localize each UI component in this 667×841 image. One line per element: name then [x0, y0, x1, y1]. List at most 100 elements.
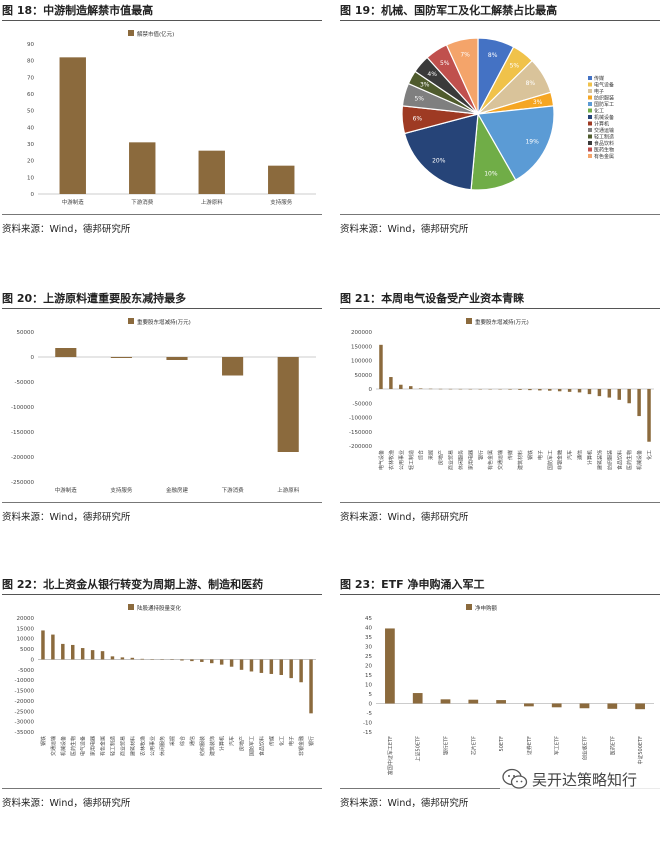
- y-tick-label: -20000: [15, 699, 35, 705]
- y-tick-label: -100000: [349, 416, 372, 422]
- y-tick-label: 0: [31, 657, 35, 663]
- x-tick-label: 房地产: [239, 736, 246, 751]
- figure-title: 图 23：ETF 净申购涌入军工: [340, 576, 660, 594]
- source-rule: [2, 788, 322, 789]
- x-tick-label: 机械设备: [636, 450, 643, 470]
- legend-swatch: [588, 122, 592, 126]
- bar: [289, 659, 292, 678]
- legend-label: 国防军工: [594, 101, 614, 108]
- x-tick-label: 医药生物: [626, 450, 633, 470]
- x-tick-label: 轻工制造: [408, 450, 415, 470]
- x-tick-label: 电子: [288, 736, 295, 746]
- y-tick-label: 40: [27, 125, 34, 131]
- legend-label: 传媒: [594, 75, 604, 82]
- legend-label: 食品饮料: [594, 140, 614, 147]
- x-tick-label: 房地产: [438, 450, 445, 465]
- y-tick-label: 10000: [17, 637, 35, 643]
- legend-label: 机械设备: [594, 114, 614, 121]
- x-tick-label: 银行: [477, 450, 484, 460]
- y-tick-label: 30: [365, 645, 372, 651]
- bar: [637, 389, 640, 416]
- pie-data-label: 3%: [533, 99, 543, 106]
- bar: [111, 656, 114, 659]
- y-tick-label: 70: [27, 75, 34, 81]
- y-tick-label: 45: [365, 616, 372, 622]
- y-tick-label: 0: [31, 355, 35, 361]
- y-tick-label: -35000: [15, 730, 35, 736]
- y-tick-label: -10000: [15, 678, 35, 684]
- y-tick-label: -100000: [11, 405, 34, 411]
- y-tick-label: 15: [365, 673, 372, 679]
- title-rule: [2, 308, 322, 309]
- bar: [548, 389, 551, 391]
- y-tick-label: 50000: [355, 373, 373, 379]
- y-tick-label: 150000: [351, 344, 372, 350]
- y-tick-label: 20: [27, 159, 34, 165]
- x-tick-label: 计算机: [219, 736, 226, 751]
- x-tick-label: 医药ETF: [609, 736, 616, 755]
- x-tick-label: 有色金属: [487, 450, 494, 470]
- y-tick-label: 20000: [17, 616, 35, 622]
- bar: [538, 389, 541, 390]
- y-tick-label: -200000: [11, 455, 34, 461]
- title-rule: [2, 20, 322, 21]
- bar: [568, 389, 571, 392]
- x-tick-label: 有色金属: [100, 736, 107, 756]
- bar: [190, 659, 193, 661]
- legend-label: 净申购额: [475, 604, 498, 612]
- x-tick-label: 家用电器: [90, 736, 97, 756]
- bar: [91, 650, 94, 659]
- legend-swatch: [128, 30, 134, 36]
- legend-swatch: [588, 141, 592, 145]
- y-tick-label: -250000: [11, 480, 34, 486]
- bar: [598, 389, 601, 396]
- y-tick-label: -5: [367, 711, 373, 717]
- figure-title: 图 20：上游原料遭重要股东减持最多: [2, 290, 322, 308]
- legend-swatch: [588, 83, 592, 87]
- legend-swatch: [466, 604, 472, 610]
- pie-data-label: 8%: [526, 80, 536, 87]
- bar: [240, 659, 243, 669]
- x-tick-label: 纺织服装: [199, 736, 206, 756]
- y-tick-label: 60: [27, 92, 34, 98]
- x-tick-label: 公用事业: [149, 736, 156, 756]
- bar: [389, 377, 392, 389]
- pie-data-label: 19%: [525, 139, 539, 146]
- bar: [419, 388, 422, 389]
- x-tick-label: 通信: [577, 450, 584, 460]
- x-tick-label: 50ETF: [499, 736, 505, 752]
- bar: [180, 659, 183, 660]
- bar: [578, 389, 581, 392]
- bar: [61, 644, 64, 660]
- figure-18-bar-chart: 解禁市值(亿元)0102030405060708090中游制造下游消费上游原料支…: [2, 22, 322, 212]
- y-tick-label: 10: [27, 175, 34, 181]
- title-rule: [340, 20, 660, 21]
- legend-label: 陆股通持股量变化: [137, 604, 182, 612]
- x-tick-label: 公用事业: [398, 450, 405, 470]
- y-tick-label: 100000: [351, 359, 372, 365]
- bar: [413, 693, 423, 703]
- title-rule: [2, 594, 322, 595]
- figure-title: 图 22：北上资金从银行转变为周期上游、制造和医药: [2, 576, 322, 594]
- bar: [385, 628, 395, 703]
- bar: [379, 345, 382, 389]
- x-tick-label: 电气设备: [80, 736, 87, 756]
- x-tick-label: 银行ETF: [443, 736, 450, 755]
- legend-label: 化工: [594, 108, 604, 115]
- bar: [250, 659, 253, 671]
- bar: [55, 348, 76, 357]
- y-tick-label: -50000: [15, 380, 35, 386]
- x-tick-label: 中游制造: [55, 486, 78, 494]
- x-tick-label: 综合: [418, 450, 425, 460]
- y-tick-label: -10: [363, 721, 372, 727]
- bar: [468, 700, 478, 704]
- x-tick-label: 医药生物: [70, 736, 77, 756]
- pie-data-label: 10%: [484, 170, 498, 177]
- source-rule: [2, 214, 322, 215]
- legend-label: 轻工制造: [594, 134, 614, 141]
- x-tick-label: 非银金融: [298, 736, 305, 756]
- y-tick-label: 200000: [351, 330, 372, 336]
